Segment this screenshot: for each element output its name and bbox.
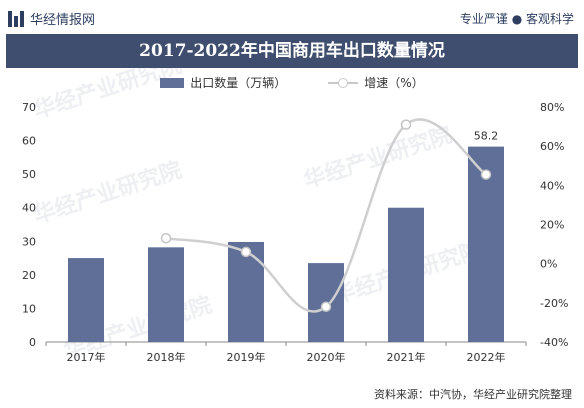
y-right-tick-label: -20% xyxy=(540,297,568,310)
y-left-tick-label: 30 xyxy=(22,235,36,248)
y-right-tick-label: 80% xyxy=(540,101,564,114)
y-left-tick-label: 60 xyxy=(22,135,36,148)
growth-point xyxy=(400,119,412,130)
legend-line-label: 增速（%） xyxy=(364,76,424,90)
legend: 出口数量（万辆） 增速（%） xyxy=(0,74,584,91)
x-tick-label: 2022年 xyxy=(467,350,506,364)
chart-title: 2017-2022年中国商用车出口数量情况 xyxy=(6,34,578,68)
bar xyxy=(148,247,184,342)
x-tick-label: 2021年 xyxy=(387,350,426,364)
growth-point xyxy=(320,301,332,312)
data-label: 58.2 xyxy=(474,130,499,143)
growth-point xyxy=(480,169,492,180)
y-left-tick-label: 40 xyxy=(22,202,36,215)
bar xyxy=(68,258,104,342)
legend-item-bar: 出口数量（万辆） xyxy=(160,74,286,91)
x-tick-label: 2017年 xyxy=(67,350,106,364)
bar xyxy=(388,207,424,342)
growth-point xyxy=(160,232,172,244)
y-left-tick-label: 20 xyxy=(22,269,36,282)
y-left-tick-label: 50 xyxy=(22,168,36,181)
x-tick-label: 2018年 xyxy=(147,350,186,364)
y-right-tick-label: 0% xyxy=(540,258,557,271)
brand-logo-icon xyxy=(8,10,24,27)
y-right-tick-label: -40% xyxy=(540,336,568,349)
growth-line xyxy=(165,118,487,313)
legend-bar-label: 出口数量（万辆） xyxy=(190,76,287,90)
y-right-tick-label: 20% xyxy=(540,219,564,232)
growth-point xyxy=(240,246,252,258)
y-left-tick-label: 0 xyxy=(29,336,36,349)
y-left-tick-label: 70 xyxy=(22,101,36,114)
legend-bar-swatch xyxy=(160,77,185,88)
legend-item-line: 增速（%） xyxy=(328,74,424,91)
legend-line-swatch xyxy=(328,77,359,89)
header-bar: 华经情报网 专业严谨 ● 客观科学 xyxy=(0,0,584,34)
slogan: 专业严谨 ● 客观科学 xyxy=(459,12,574,26)
brand: 华经情报网 xyxy=(8,9,95,28)
x-tick-label: 2020年 xyxy=(307,350,346,364)
brand-name: 华经情报网 xyxy=(30,13,96,28)
source-note: 资料来源：中汽协，华经产业研究院整理 xyxy=(374,388,572,401)
y-right-tick-label: 60% xyxy=(540,140,564,153)
y-right-tick-label: 40% xyxy=(540,179,564,192)
x-tick-label: 2019年 xyxy=(227,350,266,364)
y-left-tick-label: 10 xyxy=(22,302,36,315)
